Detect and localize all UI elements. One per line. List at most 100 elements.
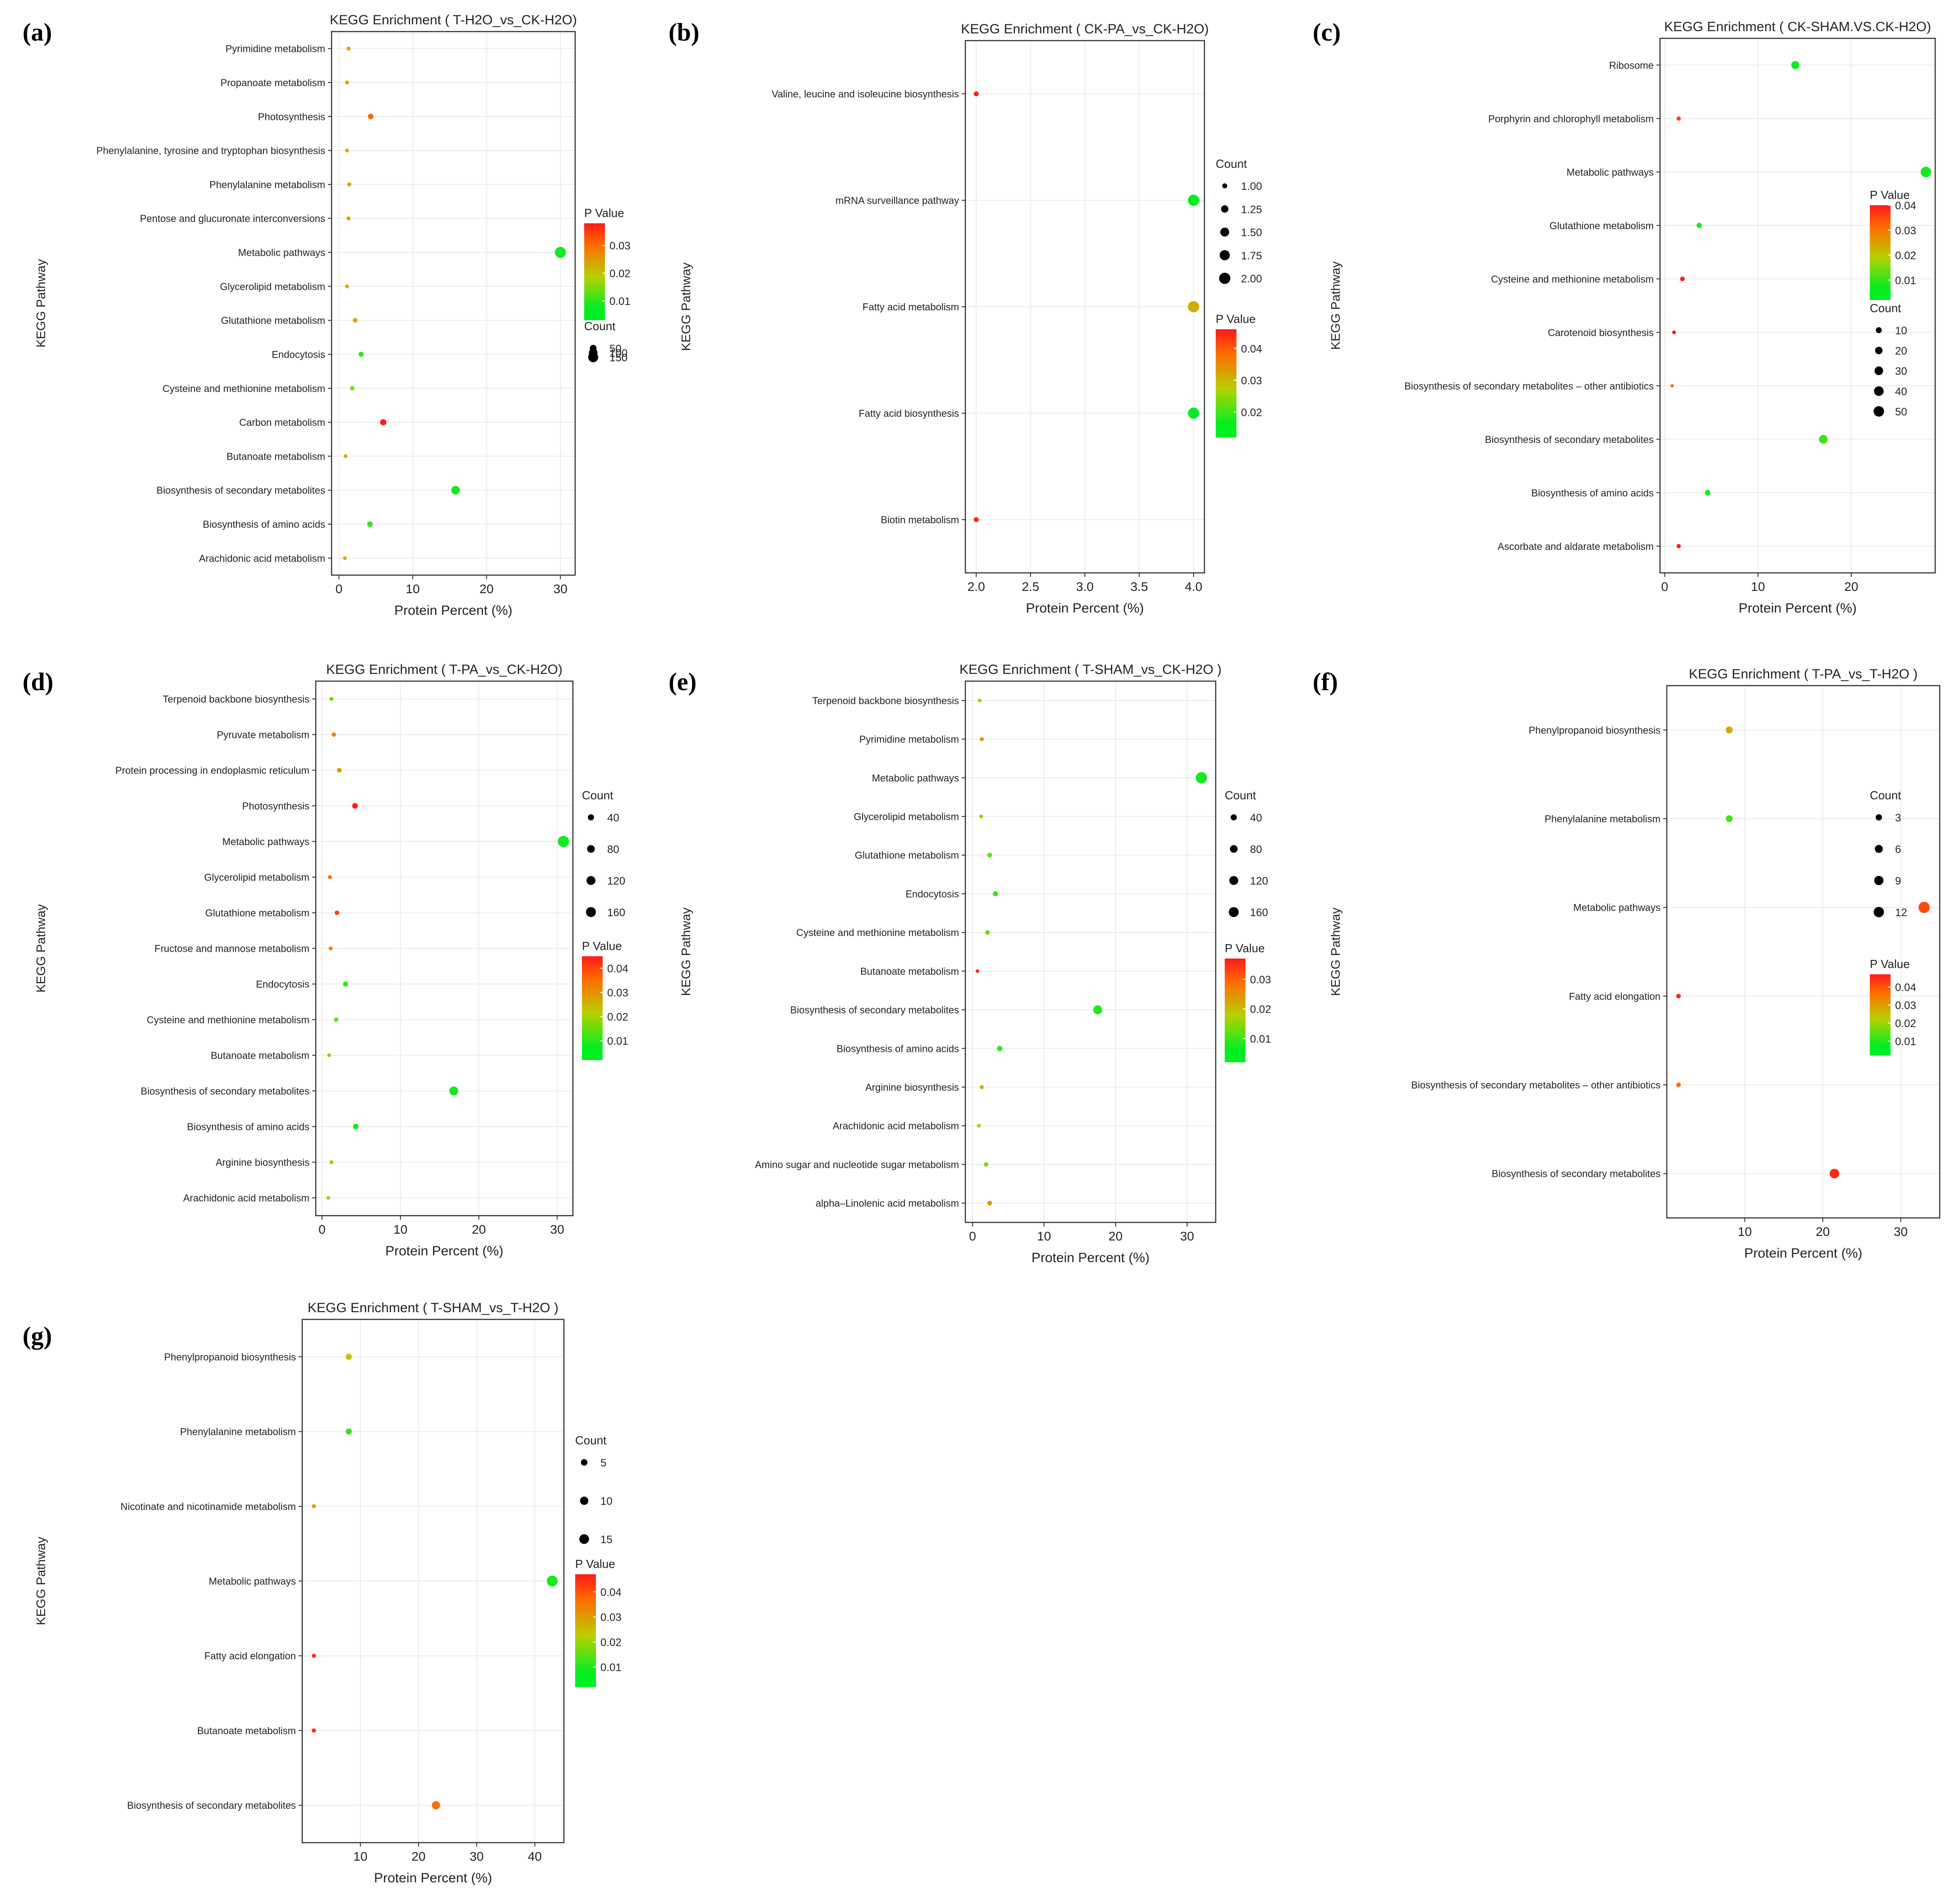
chart-b-count-tick-label: 1.25	[1241, 203, 1262, 216]
chart-d-ytick-label: Biosynthesis of amino acids	[187, 1121, 309, 1133]
chart-c-xtick-label: 20	[1844, 580, 1858, 594]
chart-c-point	[1920, 166, 1931, 177]
chart-g-point	[547, 1575, 558, 1587]
chart-a-point	[555, 247, 566, 258]
chart-a-xtick-label: 20	[480, 582, 494, 596]
chart-c-xtick-label: 10	[1751, 580, 1765, 594]
chart-b-xtick-label: 4.0	[1185, 580, 1202, 594]
chart-g-xlabel: Protein Percent (%)	[374, 1871, 492, 1886]
chart-d-point	[337, 768, 342, 773]
chart-c-count-legend-dot	[1874, 366, 1883, 375]
chart-d-ytick-label: Butanoate metabolism	[211, 1050, 309, 1061]
chart-d-xtick-label: 0	[318, 1222, 326, 1236]
chart-g-ytick-label: Phenylalanine metabolism	[180, 1426, 296, 1438]
chart-d-ytick-label: Photosynthesis	[242, 801, 309, 812]
chart-g-count-tick-label: 10	[600, 1495, 613, 1508]
chart-e-count-legend-dot	[1231, 814, 1237, 821]
chart-a-xlabel: Protein Percent (%)	[394, 603, 512, 618]
chart-f-count-tick-label: 12	[1895, 907, 1907, 919]
chart-e-point	[985, 930, 990, 935]
chart-d-ytick-label: Biosynthesis of secondary metabolites	[141, 1086, 309, 1097]
chart-e-ylabel: KEGG Pathway	[679, 908, 693, 996]
panel-d-label: (d)	[23, 668, 54, 696]
chart-b-xtick-label: 2.5	[1022, 580, 1039, 594]
chart-d-xtick-label: 10	[393, 1222, 407, 1236]
chart-b-count-legend-dot	[1219, 272, 1231, 284]
chart-a-point	[367, 521, 373, 527]
chart-a-ytick-label: Biosynthesis of amino acids	[203, 519, 325, 530]
chart-d-ytick-label: Pyruvate metabolism	[217, 729, 309, 741]
chart-b-xtick-label: 3.0	[1076, 580, 1094, 594]
chart-c-point	[1672, 330, 1676, 335]
panel-g: (g) KEGG Enrichment ( T-SHAM_vs_T-H2O ) P…	[0, 1281, 650, 1902]
chart-b-xlabel: Protein Percent (%)	[1026, 601, 1144, 616]
chart-g-pvalue-legend-title: P Value	[575, 1557, 615, 1571]
chart-b-count-legend-dot	[1222, 183, 1227, 189]
chart-g-ytick-label: Phenylpropanoid biosynthesis	[164, 1351, 296, 1363]
chart-d-point	[332, 732, 336, 737]
chart-a-ytick-label: Cysteine and methionine metabolism	[162, 383, 325, 394]
chart-g-pvalue-tick-label: 0.03	[600, 1611, 622, 1623]
chart-d-pvalue-tick-label: 0.04	[607, 963, 628, 975]
chart-c-ytick-label: Biosynthesis of amino acids	[1531, 487, 1654, 498]
chart-a-ytick-label: Pyrimidine metabolism	[226, 43, 325, 55]
chart-g-count-tick-label: 15	[600, 1534, 613, 1546]
chart-g-xtick-label: 30	[470, 1849, 484, 1863]
chart-c-point	[1670, 384, 1674, 388]
chart-b-pvalue-tick-label: 0.04	[1241, 343, 1262, 355]
chart-a-title: KEGG Enrichment ( T-H2O_vs_CK-H2O)	[330, 13, 577, 28]
chart-e-ytick-label: Butanoate metabolism	[860, 966, 959, 977]
chart-d-count-tick-label: 40	[607, 812, 619, 824]
chart-e-point	[1195, 772, 1207, 784]
chart-d-ytick-label: Cysteine and methionine metabolism	[147, 1014, 309, 1026]
chart-a-ytick-label: Arachidonic acid metabolism	[199, 553, 325, 564]
chart-c-count-tick-label: 50	[1895, 406, 1907, 418]
chart-d-xtick-label: 20	[472, 1222, 486, 1236]
chart-f-point	[1676, 1082, 1681, 1088]
chart-c-pvalue-tick-label: 0.04	[1895, 200, 1916, 212]
chart-g-xtick-label: 40	[528, 1849, 542, 1863]
chart-c-point	[1676, 116, 1681, 121]
panel-f: (f) KEGG Enrichment ( T-PA_vs_T-H2O ) Phe…	[1299, 641, 1951, 1281]
chart-d-ytick-label: Protein processing in endoplasmic reticu…	[115, 765, 309, 776]
chart-c-count-legend-dot	[1876, 327, 1882, 333]
chart-c-ytick-label: Ribosome	[1609, 60, 1654, 71]
chart-a-xtick-label: 30	[553, 582, 567, 596]
chart-f-svg: KEGG Enrichment ( T-PA_vs_T-H2O ) Phenylp…	[1328, 667, 1941, 1261]
chart-a-count-tick-label: 100	[609, 347, 627, 360]
chart-f-ytick-label: Phenylalanine metabolism	[1545, 813, 1660, 825]
chart-a-point	[353, 318, 358, 323]
chart-g-pvalue-colorbar	[575, 1574, 596, 1687]
chart-d-ytick-label: Endocytosis	[256, 979, 309, 990]
chart-d-count-legend-dot	[588, 814, 594, 821]
chart-d-ytick-label: Glycerolipid metabolism	[204, 872, 309, 883]
chart-f-point	[1725, 815, 1733, 822]
chart-a-ytick-label: Phenylalanine metabolism	[209, 179, 325, 190]
chart-a-point	[380, 419, 387, 425]
chart-f-xlabel: Protein Percent (%)	[1744, 1246, 1863, 1261]
chart-a-ytick-label: Pentose and glucuronate interconversions	[140, 213, 325, 224]
chart-c-xtick-label: 0	[1661, 580, 1669, 594]
chart-c-ytick-label: Porphyrin and chlorophyll metabolism	[1488, 113, 1654, 124]
chart-d-pvalue-colorbar	[582, 956, 603, 1060]
chart-g-title: KEGG Enrichment ( T-SHAM_vs_T-H2O )	[308, 1300, 558, 1315]
panel-e: (e) KEGG Enrichment ( T-SHAM_vs_CK-H2O )…	[650, 641, 1299, 1281]
chart-a-point	[347, 182, 351, 187]
chart-e-point	[975, 969, 979, 973]
chart-g-pvalue-tick-label: 0.01	[600, 1662, 622, 1674]
chart-a-point	[358, 351, 364, 357]
chart-d-xlabel: Protein Percent (%)	[385, 1244, 503, 1259]
chart-f-pvalue-legend-title: P Value	[1870, 957, 1910, 971]
chart-b-pvalue-colorbar	[1216, 329, 1236, 438]
chart-b-point	[1188, 407, 1199, 419]
chart-e-count-legend-dot	[1229, 876, 1238, 885]
chart-d-point	[558, 836, 569, 847]
chart-e-point	[977, 1124, 981, 1128]
chart-e-ytick-label: alpha–Linolenic acid metabolism	[816, 1198, 959, 1209]
chart-a-count-tick-label: 50	[609, 343, 622, 355]
chart-c-ytick-label: Glutathione metabolism	[1550, 220, 1654, 231]
chart-e-count-legend-title: Count	[1225, 788, 1256, 802]
chart-d-point	[334, 910, 339, 915]
chart-a-ytick-label: Carbon metabolism	[239, 417, 325, 428]
chart-c-point	[1676, 544, 1681, 549]
